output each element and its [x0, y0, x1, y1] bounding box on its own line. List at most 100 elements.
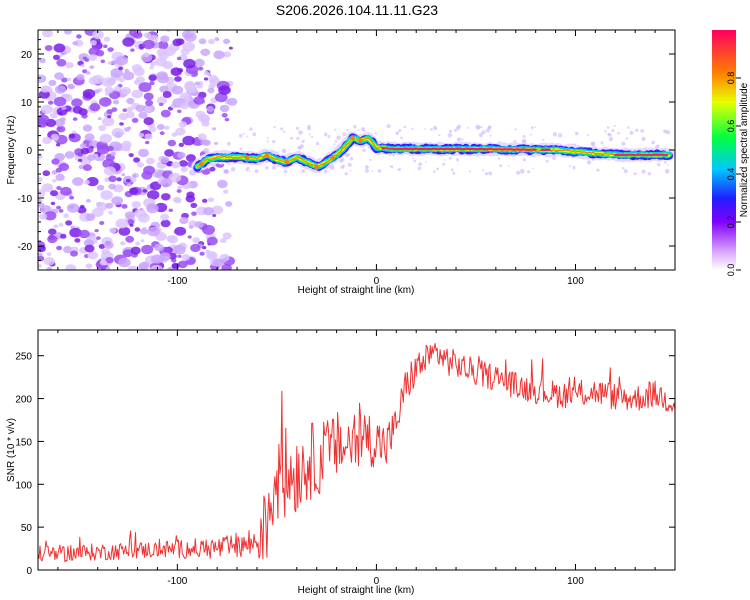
noise-blob — [43, 257, 55, 266]
colorbar-gradient — [712, 30, 736, 270]
noise-blob — [206, 106, 214, 112]
noise-blob — [102, 158, 115, 169]
noise-blob — [144, 106, 152, 113]
noise-blob — [72, 177, 84, 186]
signal-hotspot — [330, 155, 335, 160]
noise-blob — [126, 90, 131, 94]
halo-speck — [552, 132, 558, 137]
halo-speck — [249, 127, 253, 131]
noise-blob — [98, 125, 106, 131]
halo-speck — [641, 169, 646, 174]
noise-blob — [80, 143, 87, 149]
halo-speck — [246, 135, 249, 138]
noise-blob — [94, 229, 99, 233]
halo-speck — [443, 159, 446, 161]
halo-speck — [456, 137, 462, 142]
noise-blob — [58, 53, 64, 58]
noise-blob — [222, 232, 232, 240]
noise-blob — [138, 111, 148, 119]
halo-speck — [497, 157, 501, 160]
colorbar-tick-label: 0.8 — [726, 72, 736, 85]
noise-blob — [111, 60, 117, 65]
noise-blob — [80, 147, 90, 155]
noise-blob — [82, 124, 93, 132]
noise-blob — [84, 58, 90, 62]
halo-speck — [365, 165, 368, 168]
noise-blob — [168, 172, 182, 183]
halo-speck — [478, 132, 483, 138]
halo-speck — [280, 127, 284, 131]
noise-blob — [122, 71, 135, 81]
noise-blob — [177, 254, 182, 258]
noise-blob — [106, 145, 114, 152]
noise-blob — [65, 264, 77, 270]
noise-blob — [202, 224, 215, 235]
noise-blob — [111, 196, 123, 206]
noise-blob — [88, 76, 99, 85]
halo-speck — [586, 134, 589, 137]
halo-speck — [386, 124, 391, 129]
noise-blob — [138, 133, 145, 138]
noise-blob — [154, 57, 167, 67]
halo-speck — [243, 132, 245, 135]
colorbar-label: Normalized spectral amplitude — [739, 82, 750, 217]
noise-blob — [134, 208, 147, 218]
noise-blob — [83, 239, 94, 247]
noise-blob — [131, 89, 143, 99]
halo-speck — [273, 126, 276, 129]
halo-speck — [369, 158, 372, 162]
noise-blob — [148, 74, 157, 82]
signal-hotspot — [199, 161, 204, 167]
noise-blob — [178, 142, 184, 147]
halo-speck — [641, 136, 646, 142]
noise-blob — [50, 133, 60, 141]
noise-blob — [92, 30, 104, 40]
noise-blob — [214, 141, 218, 145]
halo-speck — [364, 168, 369, 173]
noise-blob — [130, 177, 137, 183]
noise-blob — [120, 241, 126, 246]
noise-blob — [221, 113, 228, 118]
noise-blob — [46, 252, 52, 256]
noise-blob — [51, 170, 58, 175]
noise-blob — [83, 179, 90, 185]
noise-blob — [189, 30, 195, 34]
noise-blob — [103, 44, 108, 49]
halo-speck — [522, 158, 527, 162]
signal-hotspot — [358, 138, 363, 143]
noise-blob — [58, 163, 70, 171]
noise-blob — [63, 246, 73, 254]
noise-blob — [157, 40, 169, 50]
halo-speck — [522, 135, 526, 138]
noise-blob — [180, 166, 188, 173]
noise-blob — [96, 184, 105, 191]
signal-hotspot — [350, 135, 355, 141]
noise-blob — [65, 220, 73, 226]
noise-blob — [174, 226, 187, 236]
noise-blob — [207, 197, 215, 203]
spectrogram-xtick-label: 0 — [374, 276, 380, 287]
noise-blob — [192, 237, 201, 244]
snr-ytick-label: 50 — [21, 523, 33, 534]
signal-hotspot — [244, 155, 250, 161]
noise-blob — [219, 104, 230, 113]
noise-blob — [181, 253, 191, 261]
noise-blob — [60, 186, 72, 196]
noise-blob — [124, 211, 135, 220]
noise-blob — [206, 236, 218, 246]
noise-blob — [135, 76, 145, 84]
noise-blob — [42, 170, 51, 177]
halo-speck — [349, 157, 354, 161]
noise-blob — [125, 147, 131, 152]
noise-blob — [53, 43, 66, 53]
noise-blob — [133, 31, 143, 39]
halo-speck — [527, 170, 531, 174]
halo-speck — [433, 170, 436, 173]
noise-blob — [126, 97, 135, 105]
noise-blob — [88, 54, 98, 61]
noise-blob — [201, 245, 207, 250]
noise-blob — [143, 52, 150, 58]
halo-speck — [344, 172, 348, 176]
halo-speck — [430, 128, 433, 131]
noise-blob — [121, 204, 128, 209]
